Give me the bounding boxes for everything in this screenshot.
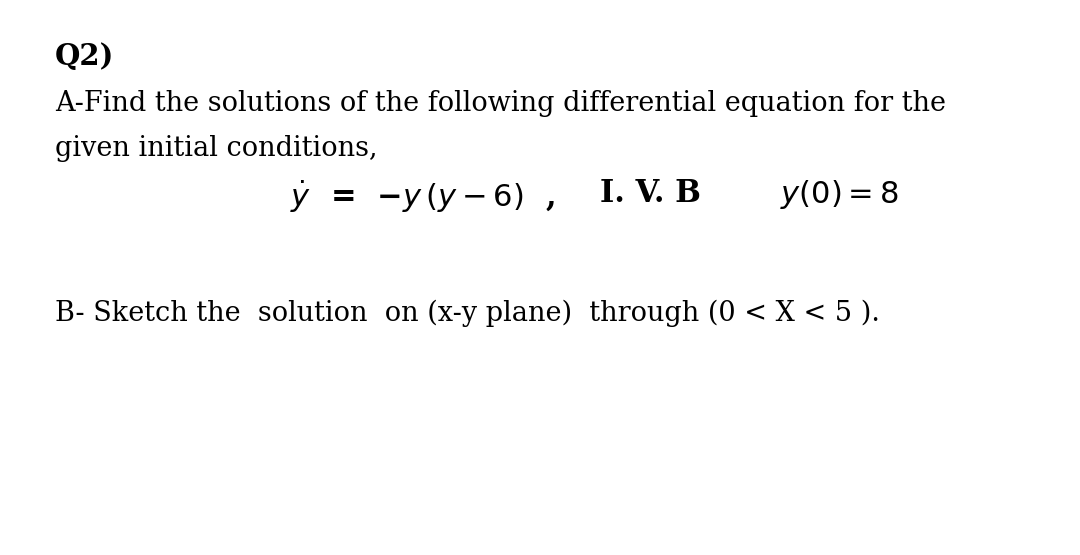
Text: B- Sketch the  solution  on (x-y plane)  through (0 < X < 5 ).: B- Sketch the solution on (x-y plane) th… <box>55 300 880 327</box>
Text: $y(0) = 8$: $y(0) = 8$ <box>780 178 899 211</box>
Text: $\dot{y}$  =  −$y\,(y - 6)$  ,: $\dot{y}$ = −$y\,(y - 6)$ , <box>291 178 555 215</box>
Text: Q2): Q2) <box>55 42 114 71</box>
Text: A-Find the solutions of the following differential equation for the: A-Find the solutions of the following di… <box>55 90 946 117</box>
Text: I. V. B: I. V. B <box>600 178 701 209</box>
Text: given initial conditions,: given initial conditions, <box>55 135 378 162</box>
